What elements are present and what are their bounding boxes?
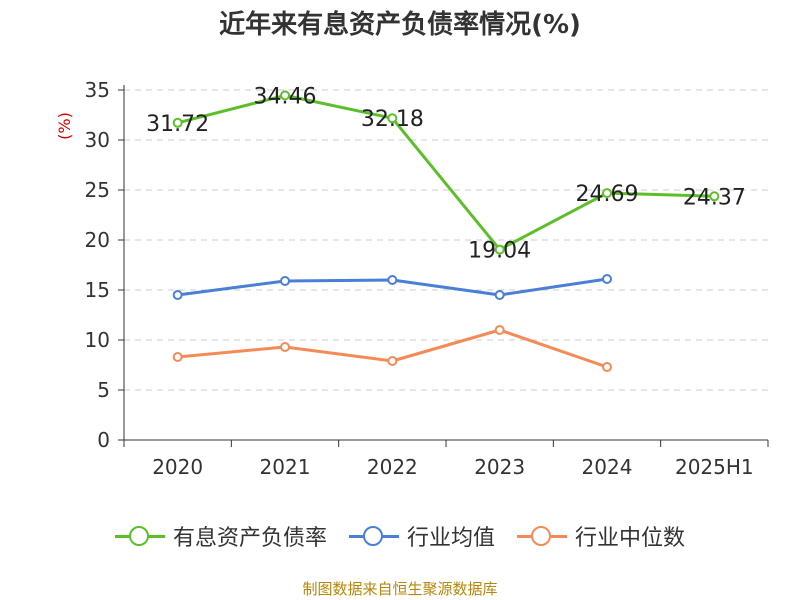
legend-swatch-series-1 — [348, 524, 399, 548]
y-tick-label: 35 — [85, 78, 110, 102]
series-2-point-2022 — [387, 356, 398, 366]
series-1-point-2020 — [172, 290, 183, 300]
series-0-point-2022 — [387, 113, 398, 124]
series-0-point-2020 — [172, 117, 183, 128]
series-1-point-2023 — [494, 290, 505, 300]
data-label-2022: 32.18 — [361, 107, 424, 132]
series-0-point-2021 — [280, 90, 290, 101]
legend: 有息资产负债率 行业均值 行业中位数 — [0, 520, 800, 552]
series-1-point-2024 — [602, 274, 612, 284]
legend-label-series-2: 行业中位数 — [575, 526, 686, 551]
x-tick-label-2023: 2023 — [474, 455, 525, 479]
x-tick-label-2024: 2024 — [582, 455, 633, 479]
legend-item-series-2[interactable]: 行业中位数 — [517, 520, 685, 552]
legend-dot-series-0 — [128, 526, 149, 546]
series-0-point-2024 — [602, 188, 612, 199]
legend-swatch-series-2 — [517, 524, 567, 548]
series-2-point-2020 — [172, 352, 183, 362]
y-tick-label: 10 — [85, 328, 110, 352]
data-label-2021: 34.46 — [254, 84, 317, 109]
source-note: 制图数据来自恒生聚源数据库 — [302, 580, 498, 598]
legend-item-series-0[interactable]: 有息资产负债率 — [114, 520, 327, 552]
legend-item-series-1[interactable]: 行业均值 — [348, 520, 495, 552]
data-label-2024: 24.69 — [576, 182, 639, 207]
legend-dot-series-2 — [531, 526, 551, 546]
series-2-point-2021 — [280, 342, 290, 352]
series-0-point-2025H1 — [709, 191, 720, 202]
data-label-2023: 19.04 — [468, 239, 531, 264]
y-tick-label: 15 — [85, 278, 110, 302]
data-label-2020: 31.72 — [146, 112, 209, 137]
legend-label-series-1: 行业均值 — [406, 526, 495, 551]
y-tick-label: 30 — [85, 128, 110, 152]
x-tick-label-2022: 2022 — [367, 455, 418, 479]
x-tick-label-2021: 2021 — [260, 455, 311, 479]
series-2-point-2023 — [494, 325, 505, 335]
data-label-2025H1: 24.37 — [683, 185, 746, 210]
series-0-point-2023 — [494, 244, 505, 255]
y-tick-label: 5 — [97, 378, 110, 402]
series-1-point-2022 — [387, 275, 398, 285]
series-2-point-2024 — [602, 362, 612, 372]
x-tick-label-2020: 2020 — [152, 455, 203, 479]
y-tick-label: 20 — [85, 228, 110, 252]
chart-title: 近年来有息资产负债率情况(%) — [219, 10, 581, 40]
legend-swatch-series-0 — [114, 524, 165, 548]
x-tick-label-2025H1: 2025H1 — [675, 455, 754, 479]
series-line-0 — [177, 93, 715, 252]
y-tick-label: 0 — [97, 428, 110, 452]
legend-dot-series-1 — [362, 526, 383, 546]
series-1-point-2021 — [280, 276, 290, 286]
y-axis-label: (%) — [55, 112, 74, 140]
legend-label-series-0: 有息资产负债率 — [172, 526, 327, 551]
y-tick-label: 25 — [85, 178, 110, 202]
